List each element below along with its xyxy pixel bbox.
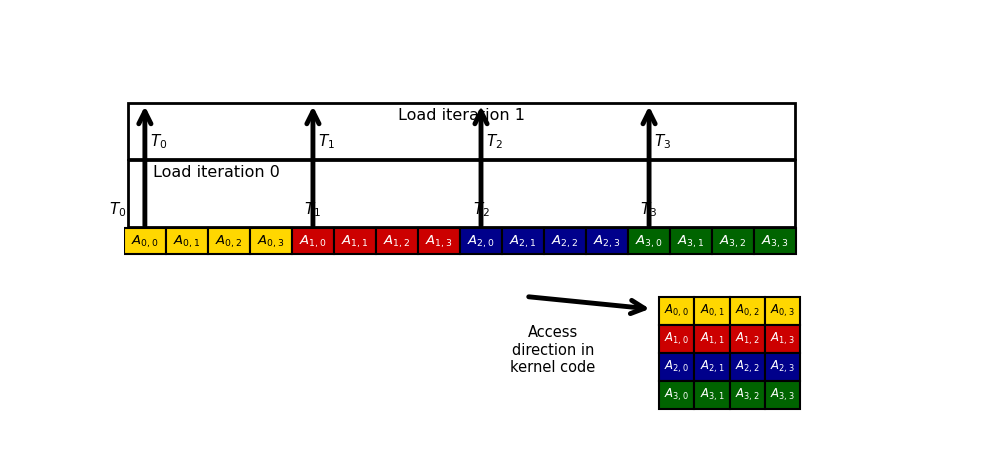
Text: $A_{1,3}$: $A_{1,3}$ — [425, 233, 453, 249]
Text: $A_{1,1}$: $A_{1,1}$ — [700, 331, 724, 347]
Bar — [695, 353, 729, 381]
Text: Load iteration 1: Load iteration 1 — [398, 108, 525, 123]
Text: $A_{0,2}$: $A_{0,2}$ — [215, 233, 243, 249]
Text: $T_2$: $T_2$ — [473, 200, 490, 219]
Bar — [765, 325, 800, 353]
Text: $A_{2,0}$: $A_{2,0}$ — [467, 233, 495, 249]
Text: $A_{3,3}$: $A_{3,3}$ — [761, 233, 789, 249]
Text: $A_{0,0}$: $A_{0,0}$ — [131, 233, 159, 249]
Text: $A_{0,2}$: $A_{0,2}$ — [735, 303, 760, 319]
Bar — [124, 228, 165, 255]
Text: Load iteration 0: Load iteration 0 — [154, 165, 280, 180]
Text: $A_{0,0}$: $A_{0,0}$ — [665, 303, 689, 319]
Text: $A_{3,0}$: $A_{3,0}$ — [665, 387, 689, 403]
Bar — [713, 228, 754, 255]
Bar — [129, 102, 795, 159]
Text: $T_2$: $T_2$ — [487, 132, 503, 151]
Text: $A_{3,1}$: $A_{3,1}$ — [700, 387, 724, 403]
Bar — [418, 228, 460, 255]
Bar — [129, 160, 795, 227]
Text: $A_{3,3}$: $A_{3,3}$ — [770, 387, 795, 403]
Bar — [292, 228, 334, 255]
Text: $T_1$: $T_1$ — [318, 132, 335, 151]
Bar — [628, 228, 670, 255]
Bar — [729, 297, 765, 325]
Text: $A_{0,1}$: $A_{0,1}$ — [173, 233, 200, 249]
Bar — [729, 353, 765, 381]
Text: $A_{3,2}$: $A_{3,2}$ — [735, 387, 760, 403]
Bar — [334, 228, 376, 255]
Bar — [754, 228, 796, 255]
Bar — [659, 325, 695, 353]
Text: $A_{0,3}$: $A_{0,3}$ — [770, 303, 795, 319]
Bar — [695, 325, 729, 353]
Bar — [659, 381, 695, 410]
Bar — [502, 228, 544, 255]
Text: $A_{1,1}$: $A_{1,1}$ — [341, 233, 369, 249]
Bar — [765, 381, 800, 410]
Text: $A_{2,1}$: $A_{2,1}$ — [509, 233, 537, 249]
Bar — [544, 228, 586, 255]
Text: $A_{0,1}$: $A_{0,1}$ — [700, 303, 724, 319]
Bar — [695, 297, 729, 325]
Bar — [208, 228, 250, 255]
Bar — [250, 228, 292, 255]
Text: $A_{2,0}$: $A_{2,0}$ — [665, 359, 689, 375]
Text: $A_{3,2}$: $A_{3,2}$ — [719, 233, 747, 249]
Bar — [695, 381, 729, 410]
Text: $A_{1,2}$: $A_{1,2}$ — [735, 331, 760, 347]
Text: $T_0$: $T_0$ — [151, 132, 167, 151]
Bar — [729, 381, 765, 410]
Text: $A_{0,3}$: $A_{0,3}$ — [257, 233, 284, 249]
Text: $A_{1,0}$: $A_{1,0}$ — [665, 331, 689, 347]
Text: $A_{2,2}$: $A_{2,2}$ — [551, 233, 579, 249]
Text: $A_{2,2}$: $A_{2,2}$ — [735, 359, 760, 375]
Text: $A_{1,0}$: $A_{1,0}$ — [299, 233, 327, 249]
Bar — [765, 297, 800, 325]
Bar — [376, 228, 418, 255]
Bar — [586, 228, 628, 255]
Bar — [765, 353, 800, 381]
Bar — [460, 228, 502, 255]
Text: $A_{2,3}$: $A_{2,3}$ — [770, 359, 795, 375]
Bar — [659, 297, 695, 325]
Bar — [165, 228, 208, 255]
Text: $A_{1,3}$: $A_{1,3}$ — [770, 331, 795, 347]
Text: $A_{3,1}$: $A_{3,1}$ — [678, 233, 705, 249]
Text: $T_3$: $T_3$ — [654, 132, 672, 151]
Bar — [670, 228, 713, 255]
Text: $A_{3,0}$: $A_{3,0}$ — [635, 233, 663, 249]
Text: $A_{1,2}$: $A_{1,2}$ — [384, 233, 410, 249]
Bar — [659, 353, 695, 381]
Bar — [729, 325, 765, 353]
Text: Access
direction in
kernel code: Access direction in kernel code — [510, 325, 596, 375]
Text: $T_3$: $T_3$ — [640, 200, 658, 219]
Text: $A_{2,1}$: $A_{2,1}$ — [700, 359, 724, 375]
Text: $T_0$: $T_0$ — [109, 200, 126, 219]
Text: $A_{2,3}$: $A_{2,3}$ — [594, 233, 620, 249]
Text: $T_1$: $T_1$ — [304, 200, 321, 219]
